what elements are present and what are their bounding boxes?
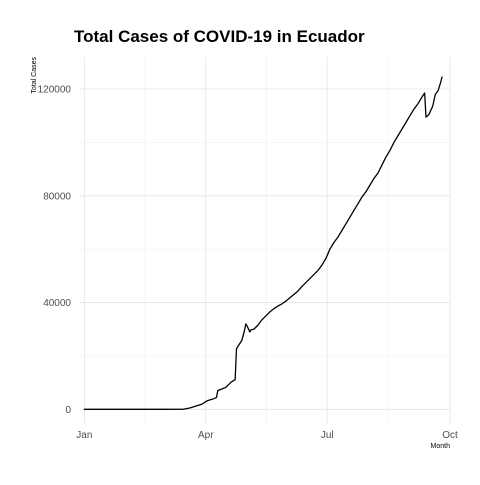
x-tick-label: Oct xyxy=(442,430,458,441)
y-tick-label: 0 xyxy=(65,405,71,416)
x-tick-label: Jan xyxy=(76,430,92,441)
x-tick-label: Jul xyxy=(321,430,334,441)
series-line xyxy=(83,76,443,410)
x-tick-label: Apr xyxy=(198,430,214,441)
series-layer xyxy=(83,76,443,410)
grid-layer xyxy=(79,57,451,424)
x-axis-title: Month xyxy=(431,443,451,450)
chart-title: Total Cases of COVID-19 in Ecuador xyxy=(74,27,365,46)
y-tick-label: 80000 xyxy=(43,191,71,202)
axis-labels-layer: Jan Apr Jul Oct 0 40000 80000 120000 Month Total … xyxy=(31,57,458,450)
y-tick-label: 120000 xyxy=(38,85,72,96)
y-axis-title: Total Cases xyxy=(31,57,38,94)
y-tick-label: 40000 xyxy=(43,298,71,309)
